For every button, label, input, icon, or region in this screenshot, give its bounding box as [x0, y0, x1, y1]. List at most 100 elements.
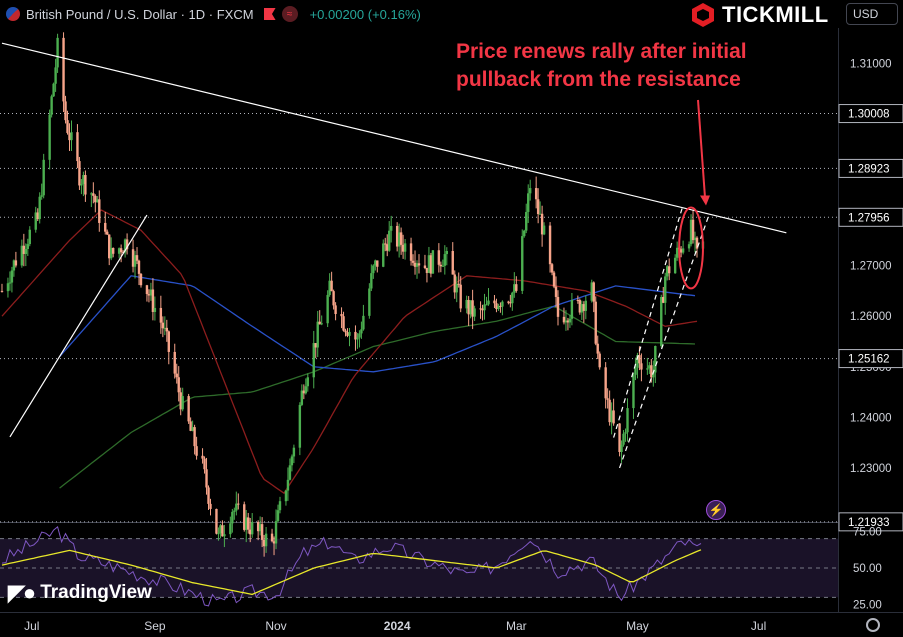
candle-body	[8, 282, 12, 284]
candle-body	[451, 250, 454, 275]
time-tick-label: Nov	[265, 619, 286, 633]
candle-body	[223, 534, 226, 537]
price-label-box	[838, 512, 903, 532]
candle-body	[262, 539, 266, 547]
rsi-tick-label: 75.00	[853, 526, 882, 538]
candle-body	[662, 296, 665, 303]
candle-body	[370, 273, 373, 289]
candle-body	[286, 479, 290, 491]
candle-body	[542, 225, 546, 235]
candle-body	[453, 274, 456, 293]
candle-body	[64, 101, 67, 121]
candle-body	[276, 510, 280, 522]
candle-body	[427, 255, 431, 273]
candle-body	[386, 244, 389, 251]
candle-body	[36, 212, 39, 220]
candle-body	[96, 199, 99, 203]
candle-body	[354, 331, 357, 340]
candle-body	[689, 219, 693, 245]
candle-body	[201, 455, 204, 459]
candle-body	[540, 213, 544, 235]
ma-long-line	[59, 305, 696, 489]
candle-body	[117, 248, 121, 254]
candle-body	[175, 373, 178, 378]
candle-body	[467, 299, 470, 315]
candle-body	[511, 292, 514, 304]
candle-body	[374, 260, 377, 266]
tradingview-logo: ◤● TradingView	[8, 580, 152, 606]
candle-body	[24, 248, 28, 254]
time-tick-label: Sep	[144, 619, 166, 633]
candle-body	[209, 503, 212, 509]
candle-body	[292, 447, 296, 457]
candle-body	[90, 193, 93, 195]
candle-body	[372, 265, 375, 274]
candle-body	[695, 237, 699, 249]
candle-body	[260, 524, 264, 540]
candle-body	[110, 248, 113, 259]
candle-body	[471, 300, 474, 317]
candle-body	[66, 120, 69, 133]
candle-body	[203, 458, 206, 470]
candle-body	[590, 282, 593, 301]
flag-icon[interactable]	[263, 8, 276, 20]
candle-body	[594, 301, 597, 344]
candle-body	[525, 211, 528, 231]
candle-body	[556, 296, 560, 317]
candle-body	[231, 511, 234, 524]
candle-body	[554, 286, 558, 297]
candle-body	[80, 184, 83, 186]
candle-body	[243, 504, 246, 530]
candle-body	[76, 132, 79, 162]
wave-badge-icon[interactable]: ≈	[281, 6, 298, 22]
candle-body	[62, 37, 65, 102]
candle-body	[284, 490, 288, 502]
candle-body	[125, 239, 129, 250]
tickmill-logo: TICKMILL	[690, 2, 829, 28]
currency-select[interactable]: USD	[846, 3, 898, 25]
candle-body	[328, 280, 331, 295]
candle-body	[693, 237, 697, 241]
candle-body	[207, 487, 210, 504]
candle-body	[92, 193, 95, 196]
lightning-icon[interactable]: ⚡	[706, 500, 726, 520]
candle-body	[620, 444, 623, 452]
candle-body	[104, 222, 107, 232]
candle-body	[529, 188, 532, 194]
candle-body	[439, 264, 443, 267]
price-tick-label: 1.23000	[850, 463, 892, 475]
candle-body	[288, 465, 292, 480]
candle-body	[187, 396, 190, 422]
candle-body	[687, 244, 691, 249]
candle-body	[159, 307, 163, 323]
candle-body	[650, 365, 653, 378]
candle-body	[592, 282, 595, 302]
candle-body	[256, 521, 260, 532]
symbol-title[interactable]: British Pound / U.S. Dollar · 1D · FXCM	[26, 6, 254, 22]
candle-body	[469, 300, 472, 315]
candle-body	[94, 195, 97, 203]
gear-icon[interactable]	[866, 618, 880, 632]
candle-body	[501, 301, 504, 307]
candle-body	[38, 196, 41, 220]
price-level-label: 1.30008	[848, 109, 890, 121]
candle-body	[229, 523, 232, 535]
candle-body	[654, 345, 657, 373]
candle-body	[34, 212, 37, 230]
candle-body	[316, 321, 319, 348]
price-level-label: 1.21933	[848, 517, 890, 529]
candle-body	[576, 300, 580, 302]
candle-body	[584, 300, 588, 311]
annotation-arrowhead	[700, 195, 710, 206]
candle-body	[457, 283, 460, 285]
candle-body	[106, 231, 109, 235]
candle-body	[610, 410, 613, 423]
candle-body	[401, 244, 405, 252]
candle-body	[205, 469, 208, 488]
candle-body	[634, 367, 637, 375]
resistance-trendline	[1, 42, 787, 234]
candle-body	[20, 245, 24, 266]
candle-body	[119, 248, 123, 253]
rsi-line	[1, 526, 702, 607]
candle-body	[415, 263, 419, 267]
